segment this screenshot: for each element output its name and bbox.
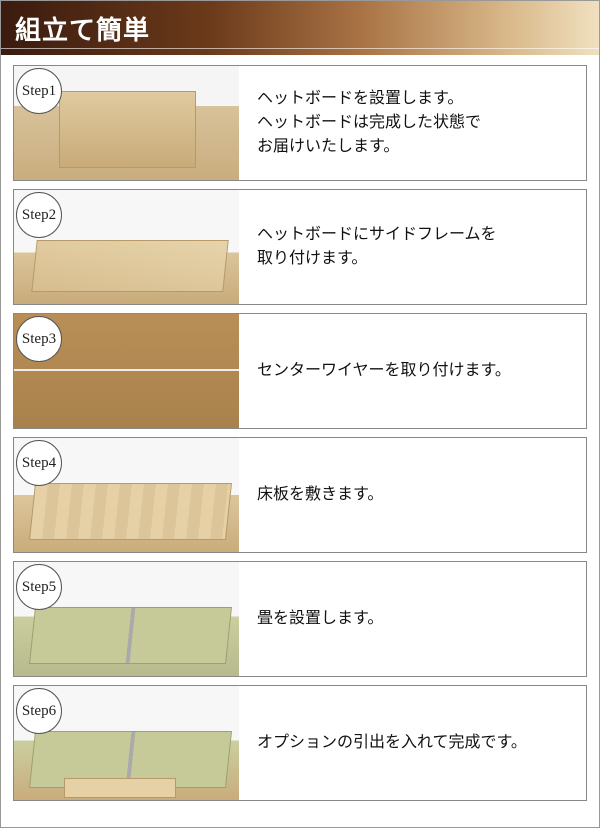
step-badge: Step5 <box>16 564 62 610</box>
header-underline <box>1 48 599 49</box>
step-badge: Step6 <box>16 688 62 734</box>
step-badge: Step1 <box>16 68 62 114</box>
step-badge: Step2 <box>16 192 62 238</box>
step-row: Step4 床板を敷きます。 <box>13 437 587 553</box>
step-image: Step5 <box>14 562 239 676</box>
step-description: ヘットボードにサイドフレームを 取り付けます。 <box>239 190 586 304</box>
step-image: Step3 <box>14 314 239 428</box>
header-banner: 組立て簡単 <box>1 1 599 55</box>
step-row: Step1 ヘットボードを設置します。 ヘットボードは完成した状態で お届けいた… <box>13 65 587 181</box>
step-image: Step4 <box>14 438 239 552</box>
step-badge: Step4 <box>16 440 62 486</box>
step-description: 畳を設置します。 <box>239 562 586 676</box>
step-description: オプションの引出を入れて完成です。 <box>239 686 586 800</box>
step-badge: Step3 <box>16 316 62 362</box>
step-row: Step5 畳を設置します。 <box>13 561 587 677</box>
step-row: Step2 ヘットボードにサイドフレームを 取り付けます。 <box>13 189 587 305</box>
step-image: Step1 <box>14 66 239 180</box>
step-image: Step2 <box>14 190 239 304</box>
page-title: 組立て簡単 <box>15 10 150 47</box>
step-row: Step3 センターワイヤーを取り付けます。 <box>13 313 587 429</box>
step-image: Step6 <box>14 686 239 800</box>
step-row: Step6 オプションの引出を入れて完成です。 <box>13 685 587 801</box>
step-description: センターワイヤーを取り付けます。 <box>239 314 586 428</box>
step-description: ヘットボードを設置します。 ヘットボードは完成した状態で お届けいたします。 <box>239 66 586 180</box>
steps-container: Step1 ヘットボードを設置します。 ヘットボードは完成した状態で お届けいた… <box>1 55 599 801</box>
step-description: 床板を敷きます。 <box>239 438 586 552</box>
